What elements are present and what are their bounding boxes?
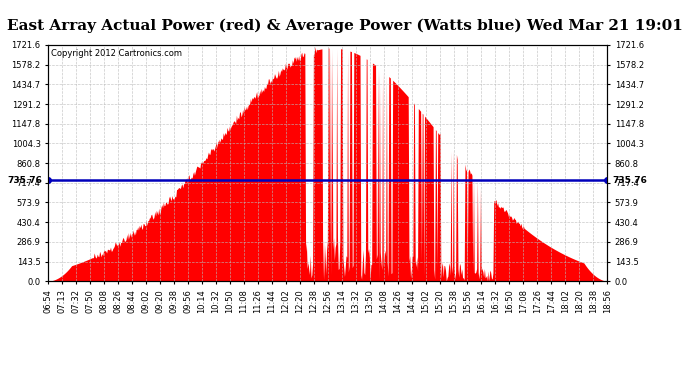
Text: East Array Actual Power (red) & Average Power (Watts blue) Wed Mar 21 19:01: East Array Actual Power (red) & Average … [7,19,683,33]
Text: 735.76: 735.76 [613,176,648,185]
Text: Copyright 2012 Cartronics.com: Copyright 2012 Cartronics.com [51,48,182,57]
Text: 735.76: 735.76 [8,176,43,185]
